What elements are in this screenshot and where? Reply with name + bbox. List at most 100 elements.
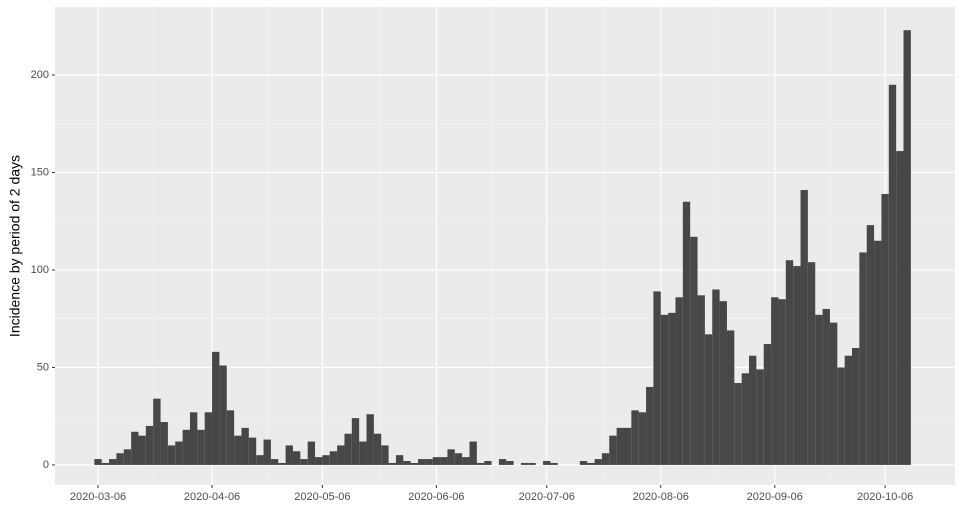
bar [109, 459, 117, 465]
bar [697, 295, 705, 465]
bar [587, 462, 595, 465]
bar [719, 301, 727, 465]
bar [601, 453, 610, 465]
bar [903, 30, 911, 465]
bar [785, 260, 794, 465]
bar [638, 412, 647, 465]
x-tick-label: 2020-07-06 [519, 491, 575, 503]
bar [285, 445, 293, 465]
bar [756, 369, 764, 465]
bar [300, 459, 308, 465]
bar [241, 427, 249, 465]
bar [550, 462, 558, 465]
bar [506, 461, 514, 465]
bar [197, 429, 205, 465]
bar [631, 410, 639, 465]
bar [322, 455, 330, 465]
bar [579, 461, 588, 465]
y-axis-title: Incidence by period of 2 days [7, 155, 23, 337]
bar [484, 461, 492, 465]
bar [682, 201, 691, 465]
bar [388, 462, 396, 465]
x-tick-label: 2020-06-06 [408, 491, 464, 503]
bar [116, 453, 124, 465]
bar [153, 398, 161, 465]
bar [668, 312, 676, 465]
x-tick-label: 2020-10-06 [857, 491, 913, 503]
bar [307, 441, 316, 465]
bar [646, 386, 654, 465]
bar [528, 462, 536, 465]
x-tick-label: 2020-05-06 [294, 491, 350, 503]
x-tick-label: 2020-04-06 [184, 491, 240, 503]
bar [373, 433, 382, 465]
bar [543, 461, 551, 465]
y-tick-label: 100 [31, 264, 49, 276]
bars [94, 30, 911, 465]
bar [623, 427, 632, 465]
bar [381, 445, 389, 465]
bar [160, 422, 168, 465]
bar [520, 462, 529, 465]
bar [653, 291, 661, 465]
x-tick-label: 2020-09-06 [747, 491, 803, 503]
bar [690, 236, 698, 465]
bar [256, 455, 264, 465]
bar [763, 344, 772, 465]
bar [395, 455, 404, 465]
bar [778, 299, 786, 465]
bar [175, 441, 183, 465]
bar [454, 453, 463, 465]
bar [138, 435, 146, 465]
bar [498, 459, 507, 465]
bar [741, 373, 750, 465]
bar [859, 252, 867, 465]
bar [366, 414, 374, 465]
bar [292, 451, 301, 465]
y-tick-label: 50 [37, 361, 49, 373]
bar [469, 441, 477, 465]
x-tick-label: 2020-03-06 [70, 491, 126, 503]
bar [888, 84, 897, 465]
bar [278, 462, 286, 465]
bar [800, 190, 808, 465]
bar [896, 151, 904, 465]
bar [609, 435, 617, 465]
bar [771, 297, 779, 465]
bar [726, 330, 735, 465]
bar [425, 459, 433, 465]
bar [329, 451, 338, 465]
bar [881, 193, 889, 465]
bar [351, 418, 360, 465]
bar [337, 445, 345, 465]
bar [167, 445, 176, 465]
bar [712, 289, 720, 465]
bar [101, 462, 110, 465]
bar [403, 461, 411, 465]
bar [189, 412, 198, 465]
bar [815, 314, 823, 465]
bar [844, 355, 853, 465]
y-tick-label: 200 [31, 69, 49, 81]
bar [749, 355, 757, 465]
bar [94, 459, 102, 465]
bar [131, 431, 139, 465]
bar [270, 459, 279, 465]
bar [829, 322, 838, 465]
bar [315, 457, 323, 465]
bar [440, 457, 448, 465]
bar [822, 308, 830, 465]
x-tick-label: 2020-08-06 [633, 491, 689, 503]
bar [675, 297, 683, 465]
bar [616, 427, 624, 465]
bar [410, 462, 419, 465]
bar [594, 459, 602, 465]
bar [447, 449, 455, 465]
bar [123, 449, 132, 465]
bar [234, 435, 242, 465]
bar [145, 425, 154, 465]
bar [418, 459, 426, 465]
y-tick-label: 150 [31, 166, 49, 178]
bar [359, 441, 367, 465]
